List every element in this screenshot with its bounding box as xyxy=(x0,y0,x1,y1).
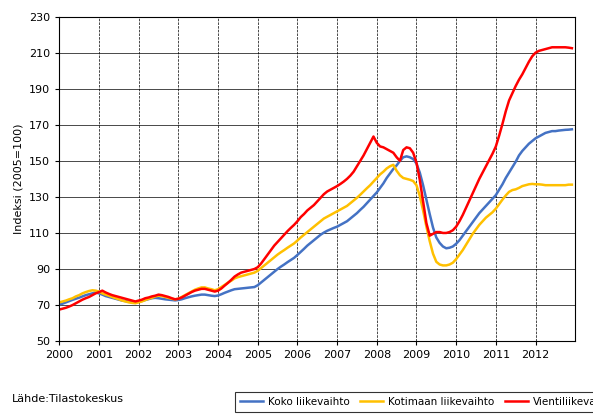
Vientiliikevaihto xyxy=(360,153,367,158)
Vientiliikevaihto xyxy=(267,248,275,253)
Vientiliikevaihto xyxy=(568,46,575,51)
Kotimaan liikevaihto xyxy=(476,222,483,227)
Kotimaan liikevaihto xyxy=(132,301,139,306)
Kotimaan liikevaihto xyxy=(364,186,371,191)
Kotimaan liikevaihto xyxy=(270,255,278,260)
Kotimaan liikevaihto xyxy=(251,270,258,275)
Kotimaan liikevaihto xyxy=(416,193,423,198)
Kotimaan liikevaihto xyxy=(56,300,63,305)
Vientiliikevaihto xyxy=(247,267,254,272)
Legend: Koko liikevaihto, Kotimaan liikevaihto, Vientiliikevaihto: Koko liikevaihto, Kotimaan liikevaihto, … xyxy=(235,392,593,412)
Koko liikevaihto xyxy=(247,285,254,290)
Koko liikevaihto xyxy=(56,302,63,307)
Y-axis label: Indeksi (2005=100): Indeksi (2005=100) xyxy=(14,124,24,234)
Text: Lähde:Tilastokeskus: Lähde:Tilastokeskus xyxy=(12,394,124,404)
Kotimaan liikevaihto xyxy=(568,182,575,187)
Vientiliikevaihto xyxy=(469,191,476,196)
Kotimaan liikevaihto xyxy=(390,162,397,167)
Line: Koko liikevaihto: Koko liikevaihto xyxy=(59,129,572,305)
Koko liikevaihto xyxy=(469,220,476,225)
Koko liikevaihto xyxy=(568,127,575,132)
Koko liikevaihto xyxy=(410,156,417,161)
Koko liikevaihto xyxy=(184,295,192,300)
Line: Kotimaan liikevaihto: Kotimaan liikevaihto xyxy=(59,165,572,303)
Kotimaan liikevaihto xyxy=(188,289,195,294)
Vientiliikevaihto xyxy=(549,45,556,50)
Vientiliikevaihto xyxy=(56,307,63,312)
Vientiliikevaihto xyxy=(410,150,417,155)
Koko liikevaihto xyxy=(360,204,367,209)
Vientiliikevaihto xyxy=(184,291,192,296)
Line: Vientiliikevaihto: Vientiliikevaihto xyxy=(59,47,572,310)
Koko liikevaihto xyxy=(267,272,275,277)
